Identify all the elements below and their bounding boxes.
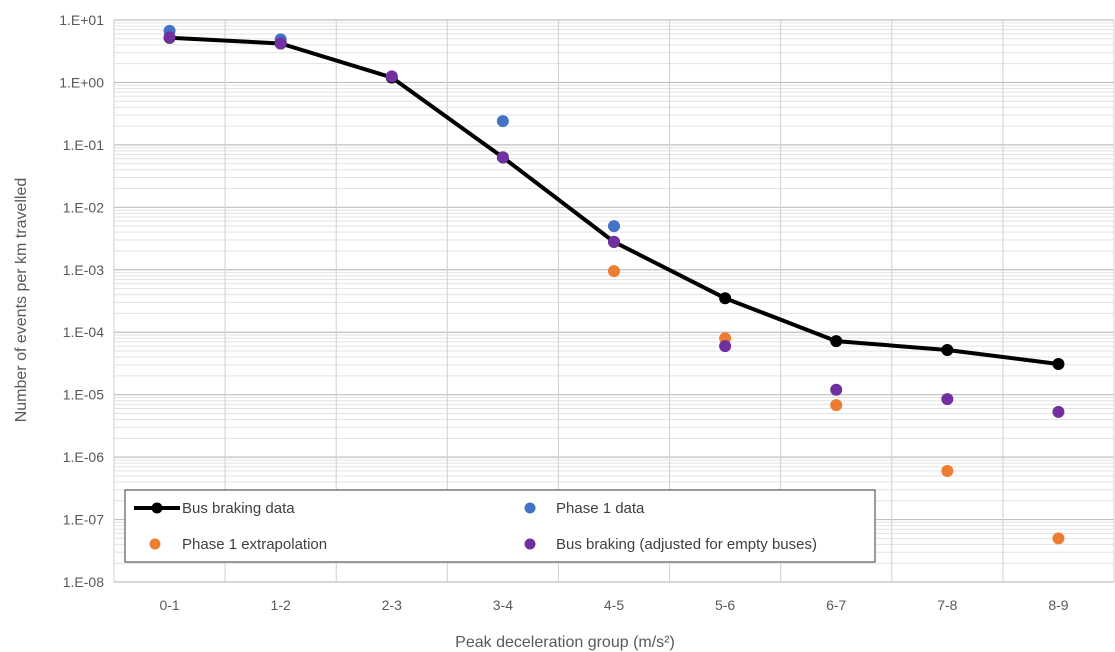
y-tick-label: 1.E-03 [63, 262, 104, 278]
x-tick-label: 3-4 [493, 597, 513, 613]
y-tick-label: 1.E-07 [63, 512, 104, 528]
y-axis-ticks: 1.E-08 1.E-07 1.E-06 1.E-05 1.E-04 1.E-03 1.E-… [59, 12, 104, 590]
x-tick-label: 0-1 [159, 597, 179, 613]
phase-1-data-point [608, 220, 620, 233]
legend-box [124, 489, 876, 563]
y-tick-label: 1.E-08 [63, 574, 104, 590]
legend: Bus braking data Phase 1 data Phase 1 ex… [124, 489, 876, 563]
legend-item-phase-1-extrapolation: Phase 1 extrapolation [149, 536, 327, 553]
y-tick-label: 1.E+00 [59, 74, 104, 90]
legend-label: Bus braking data [182, 500, 295, 517]
series-points [163, 24, 1065, 545]
x-axis-ticks: 0-1 1-2 2-3 3-4 4-5 5-6 6-7 7-8 8-9 [159, 597, 1068, 613]
bus-braking-data-point [941, 343, 954, 356]
phase-1-extrapolation-point [608, 265, 620, 278]
phase-1-extrapolation-point [830, 399, 843, 412]
y-tick-label: 1.E-02 [63, 199, 104, 215]
x-axis-title: Peak deceleration group (m/s²) [455, 634, 675, 651]
bus-braking-adjusted-for-empty-buses-point [496, 151, 509, 164]
bus-braking-data-point [719, 292, 732, 305]
legend-label: Phase 1 extrapolation [182, 536, 327, 553]
bus-braking-adjusted-for-empty-buses-point [385, 70, 398, 83]
legend-dot-marker [524, 538, 536, 550]
phase-1-extrapolation-point [1052, 532, 1065, 545]
x-tick-label: 6-7 [826, 597, 846, 613]
phase-1-extrapolation-point [941, 464, 954, 477]
y-tick-label: 1.E-06 [63, 449, 104, 465]
y-tick-label: 1.E-04 [63, 324, 104, 340]
x-tick-label: 8-9 [1048, 597, 1068, 613]
legend-dot-marker [149, 538, 161, 550]
legend-item-bus-braking-data: Bus braking data [134, 500, 295, 517]
y-tick-label: 1.E-05 [63, 387, 104, 403]
legend-label: Bus braking (adjusted for empty buses) [556, 536, 817, 553]
bus-braking-adjusted-for-empty-buses-point [719, 340, 732, 353]
x-tick-label: 1-2 [271, 597, 291, 613]
bus-braking-data-point [830, 335, 843, 348]
bus-braking-adjusted-for-empty-buses-point [1052, 405, 1065, 418]
x-tick-label: 7-8 [937, 597, 957, 613]
y-tick-label: 1.E+01 [59, 12, 104, 28]
legend-dot-marker [524, 502, 536, 514]
bus-braking-adjusted-for-empty-buses-point [941, 393, 954, 406]
legend-item-phase-1-data: Phase 1 data [524, 500, 645, 517]
vertical-gridlines [113, 20, 1115, 582]
bus-braking-data-point [1052, 357, 1065, 370]
x-tick-label: 2-3 [382, 597, 402, 613]
x-tick-label: 5-6 [715, 597, 735, 613]
phase-1-data-point [496, 115, 509, 128]
bus-braking-adjusted-for-empty-buses-point [163, 31, 176, 44]
major-gridlines [114, 19, 1114, 583]
legend-label: Phase 1 data [556, 500, 645, 517]
x-tick-label: 4-5 [604, 597, 624, 613]
bus-braking-adjusted-for-empty-buses-point [830, 383, 843, 396]
bus-braking-adjusted-for-empty-buses-point [274, 37, 287, 50]
legend-item-bus-braking-adjusted: Bus braking (adjusted for empty buses) [524, 536, 817, 553]
bus-braking-adjusted-for-empty-buses-point [608, 235, 620, 248]
y-axis-title: Number of events per km travelled [13, 178, 30, 423]
y-tick-label: 1.E-01 [63, 137, 104, 153]
legend-dot-marker [151, 502, 163, 514]
